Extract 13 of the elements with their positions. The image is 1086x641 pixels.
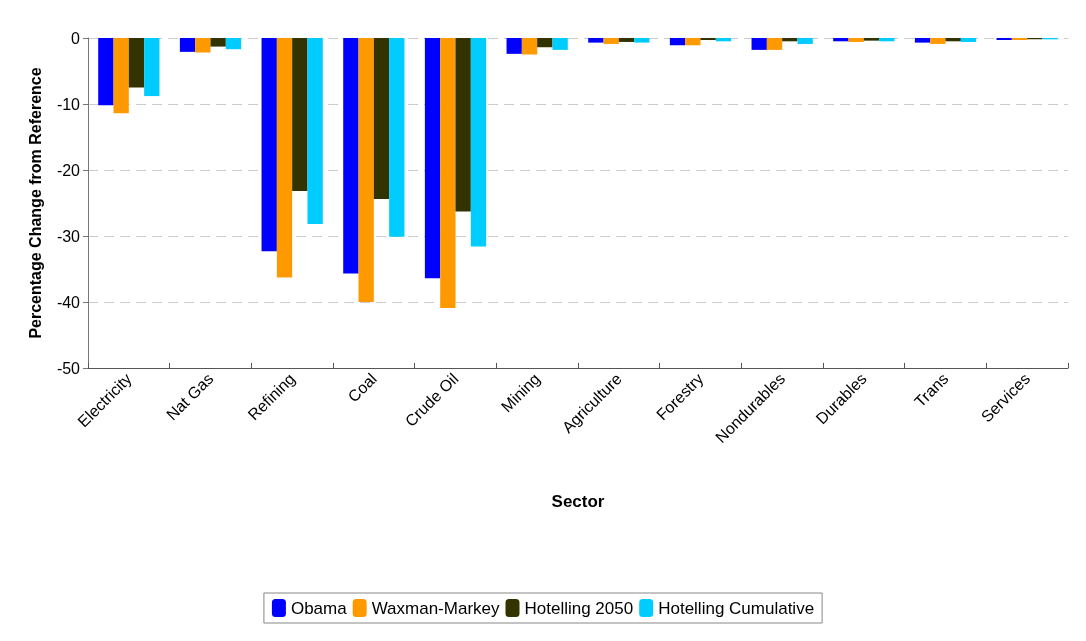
legend-label: Waxman-Markey xyxy=(371,598,500,618)
y-tick-label: 0 xyxy=(71,29,81,47)
legend-label: Hotelling Cumulative xyxy=(658,598,815,618)
y-tick-label: -50 xyxy=(56,359,81,377)
y-tick-label: -10 xyxy=(56,95,81,113)
y-tick-label: -20 xyxy=(56,161,81,179)
y-tick-label: -40 xyxy=(56,293,81,311)
legend-label: Obama xyxy=(290,598,348,618)
x-tick-label: Nat Gas xyxy=(163,369,217,424)
legend-label: Hotelling 2050 xyxy=(524,598,634,618)
y-axis-title: Percentage Change from Reference xyxy=(26,67,44,339)
y-tick-label: -30 xyxy=(56,227,81,245)
x-axis-title: Sector xyxy=(551,492,605,511)
